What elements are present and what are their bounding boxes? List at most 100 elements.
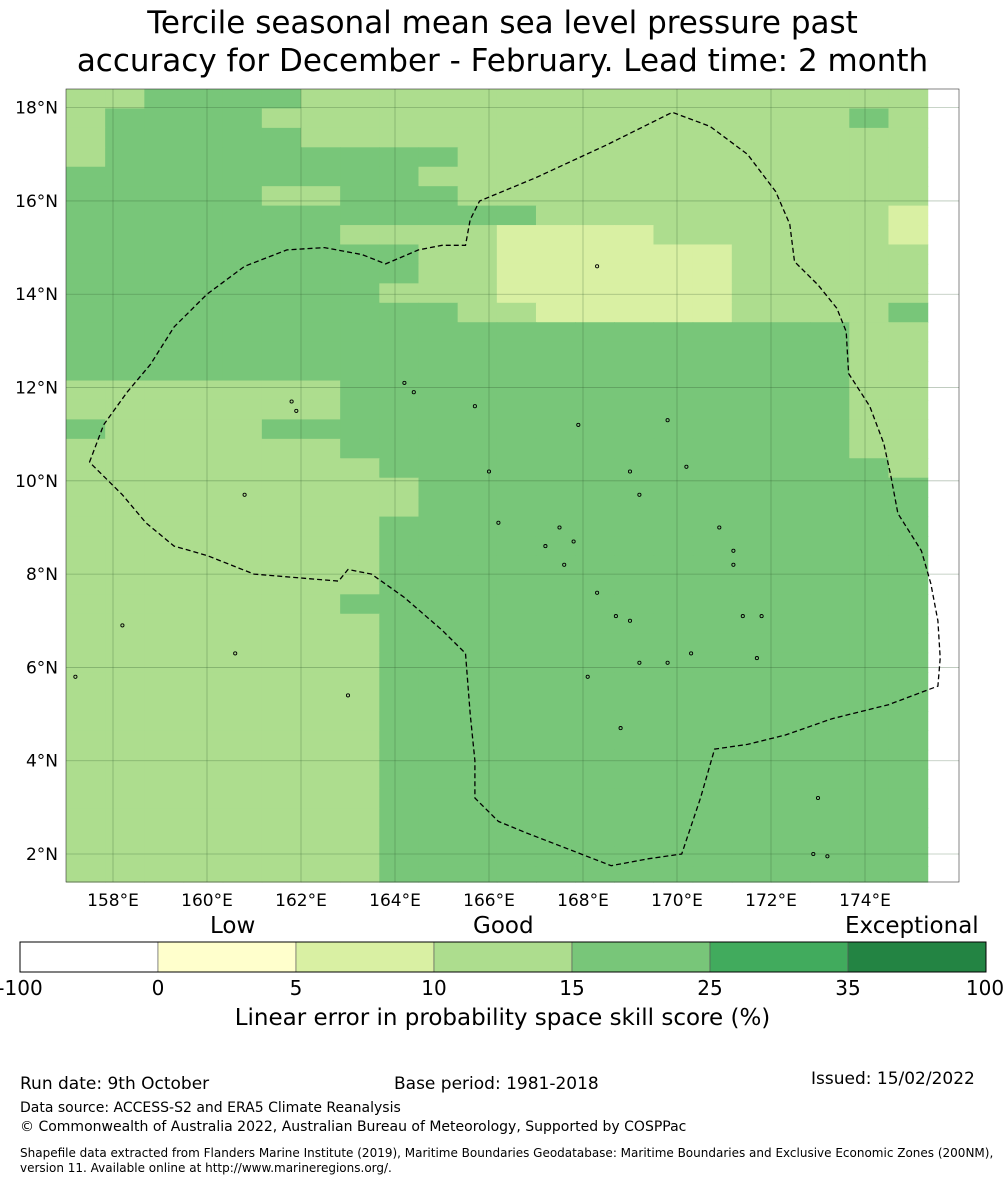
- skill-cell: [692, 691, 733, 712]
- island-outline: [585, 674, 590, 679]
- skill-cell: [810, 399, 850, 421]
- skill-cell: [340, 458, 380, 479]
- skill-cell: [810, 322, 850, 343]
- skill-cell: [144, 341, 185, 362]
- skill-cell: [496, 380, 537, 401]
- skill-cell: [731, 399, 772, 421]
- skill-cell: [66, 866, 106, 883]
- skill-cell: [849, 866, 890, 883]
- skill-cell: [144, 594, 185, 615]
- skill-cell: [888, 166, 929, 187]
- skill-cell: [731, 613, 772, 634]
- skill-cell: [261, 730, 302, 751]
- skill-cell: [888, 846, 929, 868]
- skill-cell: [66, 322, 106, 343]
- skill-cell: [144, 108, 185, 129]
- skill-cell: [105, 399, 145, 421]
- skill-cell: [614, 613, 655, 634]
- skill-cell: [105, 691, 145, 712]
- skill-cell: [144, 89, 185, 110]
- skill-cell: [418, 730, 459, 751]
- skill-cell: [457, 536, 498, 557]
- skill-cell: [849, 302, 890, 323]
- skill-cell: [653, 166, 694, 187]
- skill-cell: [340, 574, 380, 595]
- island-outline: [233, 651, 238, 656]
- skill-cell: [692, 127, 733, 148]
- skill-cell: [457, 147, 498, 168]
- skill-cell: [888, 302, 929, 323]
- skill-cell: [849, 361, 890, 382]
- skill-cell: [379, 516, 420, 537]
- skill-cell: [692, 477, 733, 498]
- skill-cell: [770, 108, 811, 129]
- skill-cell: [888, 788, 929, 809]
- skill-cell: [692, 516, 733, 537]
- skill-cell: [614, 477, 655, 498]
- skill-cell: [222, 574, 263, 595]
- skill-cell: [770, 555, 811, 576]
- skill-cell: [731, 419, 772, 440]
- skill-cell: [731, 672, 772, 693]
- skill-cell: [653, 419, 694, 440]
- skill-map: 158°E 160°E 162°E 164°E 166°E 168°E 170°E 172°E…: [15, 88, 960, 910]
- skill-cell: [379, 380, 420, 401]
- skill-cell: [66, 710, 106, 731]
- skill-cell: [66, 147, 106, 168]
- skill-cell: [653, 361, 694, 382]
- skill-cell: [300, 225, 341, 246]
- skill-cell: [810, 263, 850, 284]
- skill-cell: [222, 633, 263, 654]
- skill-cell: [457, 205, 498, 226]
- skill-cell: [222, 458, 263, 479]
- skill-cell: [261, 788, 302, 809]
- skill-cell: [183, 710, 224, 731]
- skill-cell: [222, 594, 263, 615]
- skill-cell: [692, 186, 733, 207]
- skill-cell: [457, 89, 498, 110]
- skill-cell: [496, 866, 537, 883]
- skill-cell: [457, 633, 498, 654]
- skill-cell: [261, 380, 302, 401]
- skill-cell: [810, 361, 850, 382]
- skill-cell: [183, 263, 224, 284]
- skill-cell: [418, 205, 459, 226]
- skill-cell: [300, 827, 341, 848]
- skill-cell: [340, 127, 380, 148]
- skill-cell: [496, 827, 537, 848]
- skill-cell: [770, 419, 811, 440]
- skill-cell: [653, 186, 694, 207]
- skill-cell: [261, 361, 302, 382]
- skill-cell: [731, 127, 772, 148]
- skill-cell: [222, 186, 263, 207]
- skill-cell: [692, 594, 733, 615]
- skill-cell: [418, 846, 459, 868]
- skill-cell: [575, 808, 615, 829]
- skill-cell: [144, 147, 185, 168]
- skill-cell: [418, 438, 459, 459]
- skill-cell: [379, 225, 420, 246]
- skill-cell: [418, 536, 459, 557]
- skill-cell: [300, 341, 341, 362]
- skill-cell: [105, 633, 145, 654]
- skill-cell: [535, 399, 576, 421]
- lat-tick-label: 16°N: [15, 192, 58, 212]
- skill-cell: [300, 322, 341, 343]
- skill-cell: [653, 594, 694, 615]
- skill-cell: [770, 127, 811, 148]
- skill-cell: [261, 574, 302, 595]
- skill-cell: [340, 419, 380, 440]
- skill-cell: [575, 749, 615, 770]
- skill-cell: [496, 419, 537, 440]
- skill-cell: [66, 633, 106, 654]
- skill-cell: [144, 866, 185, 883]
- skill-cell: [105, 361, 145, 382]
- skill-cell: [340, 147, 380, 168]
- skill-cell: [66, 536, 106, 557]
- skill-cell: [575, 147, 615, 168]
- skill-cell: [379, 127, 420, 148]
- skill-cell: [105, 710, 145, 731]
- skill-cell: [496, 438, 537, 459]
- skill-cell: [496, 322, 537, 343]
- skill-cell: [183, 438, 224, 459]
